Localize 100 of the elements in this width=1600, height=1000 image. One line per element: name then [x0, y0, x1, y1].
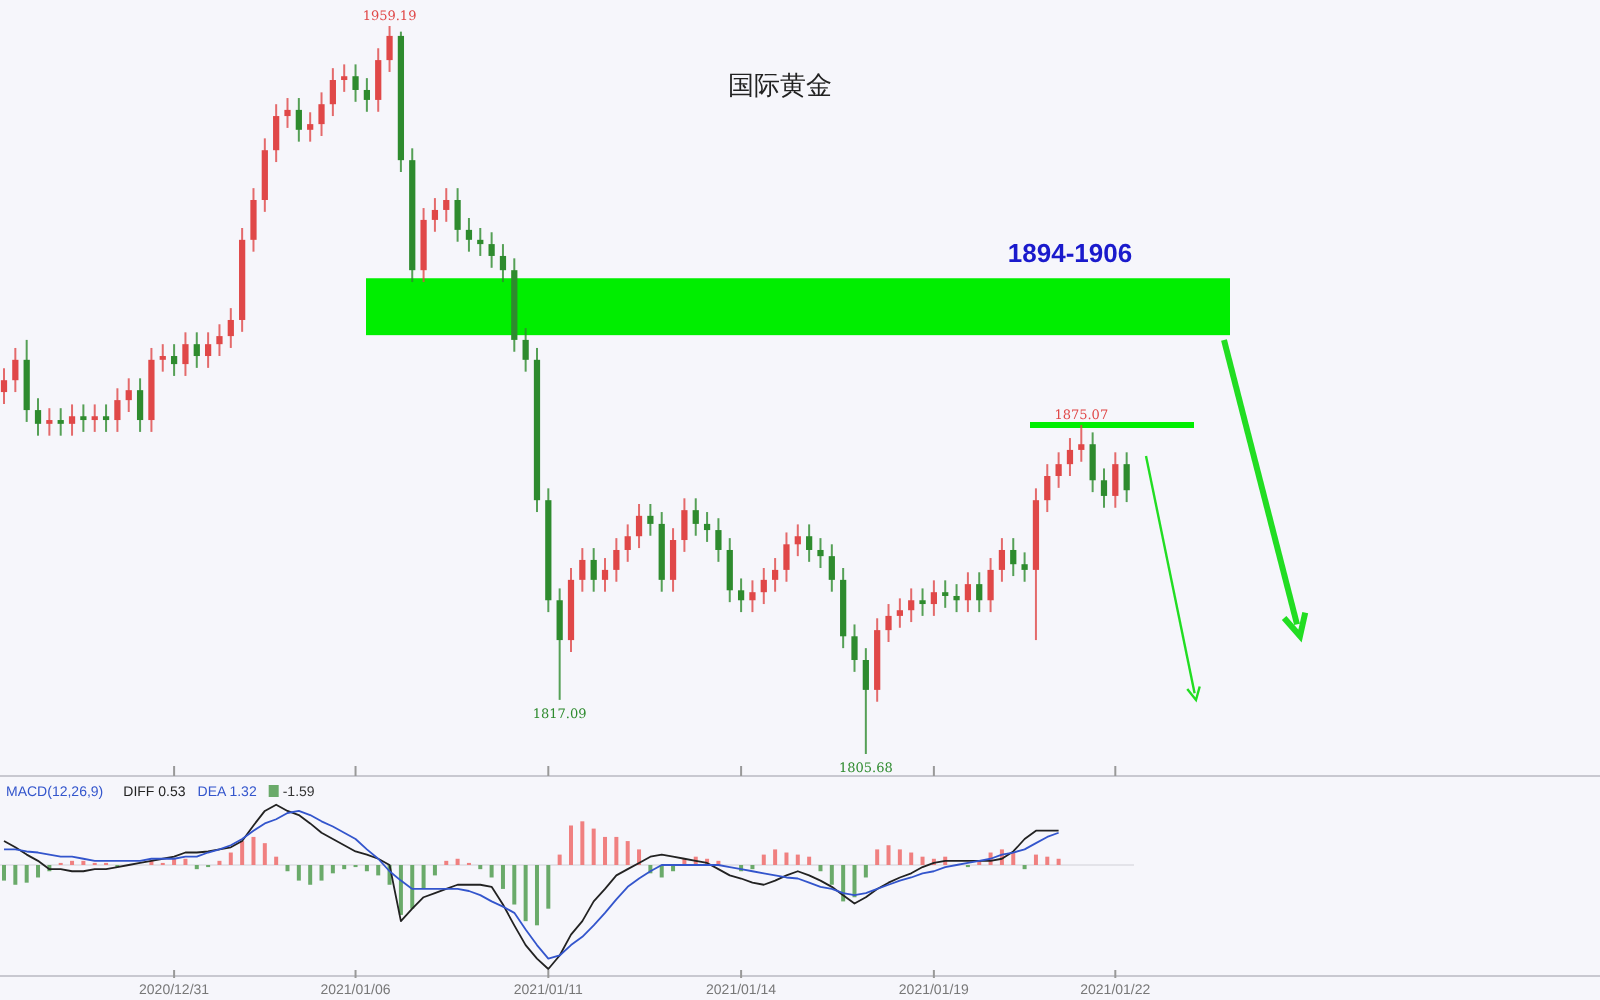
bar	[795, 854, 800, 865]
bar	[240, 841, 245, 865]
candlestick	[1066, 437, 1074, 477]
candlestick	[806, 523, 813, 563]
bar	[909, 852, 914, 865]
bar	[36, 865, 41, 878]
candlestick	[91, 403, 98, 433]
candlestick	[1100, 467, 1108, 509]
candlestick	[715, 517, 722, 563]
bar	[319, 865, 324, 881]
candlestick	[488, 231, 495, 269]
candlestick	[1112, 451, 1119, 509]
candlestick	[329, 67, 336, 118]
bar	[364, 865, 369, 872]
candlestick	[227, 307, 234, 349]
candlestick	[205, 331, 212, 369]
bar	[308, 865, 313, 885]
candlestick	[703, 511, 711, 543]
candlestick	[896, 597, 903, 629]
candlestick	[80, 403, 87, 433]
candlestick	[431, 197, 439, 233]
candlestick	[34, 397, 42, 437]
candlestick	[885, 603, 892, 643]
candlestick	[681, 497, 688, 553]
candlestick	[1078, 423, 1085, 463]
bar	[580, 821, 585, 865]
candlestick	[635, 502, 643, 550]
candlestick	[454, 187, 461, 243]
bar	[1033, 854, 1038, 865]
bar	[603, 836, 608, 865]
candlestick	[1010, 537, 1017, 578]
candlestick	[136, 377, 144, 433]
bar	[523, 865, 528, 922]
candlestick	[794, 523, 801, 558]
candlestick	[1055, 451, 1062, 489]
band-label: 1894-1906	[1007, 238, 1133, 269]
candlestick	[998, 537, 1006, 583]
candlestick	[193, 331, 200, 369]
candlestick	[12, 346, 19, 394]
bar	[829, 865, 834, 885]
bar	[863, 865, 868, 878]
bar	[852, 865, 857, 898]
bar	[591, 828, 596, 865]
candlestick	[363, 77, 370, 113]
candlestick	[295, 97, 302, 143]
candlestick	[443, 187, 450, 223]
bar	[262, 843, 267, 865]
candlestick	[692, 497, 699, 537]
bar	[24, 865, 29, 883]
candlestick	[159, 343, 166, 373]
candlestick	[601, 557, 609, 593]
bar	[421, 865, 426, 889]
candlestick	[102, 403, 110, 433]
candlestick	[46, 407, 53, 437]
candlestick	[216, 323, 223, 358]
bar	[2, 865, 6, 881]
bar	[183, 858, 188, 865]
candlestick	[499, 243, 507, 284]
candlestick	[579, 547, 586, 593]
candlestick	[590, 547, 597, 593]
bar	[285, 865, 290, 872]
bar	[818, 865, 823, 872]
candlestick	[862, 647, 869, 755]
candlestick	[284, 97, 291, 129]
candlestick	[386, 25, 393, 73]
bar	[489, 865, 494, 878]
bar	[534, 865, 539, 926]
bar	[274, 856, 279, 865]
bar	[455, 858, 460, 865]
candlestick	[1044, 463, 1051, 514]
candlestick	[669, 527, 677, 593]
bar	[512, 865, 517, 905]
bar	[228, 852, 233, 865]
candlestick	[783, 531, 790, 583]
candlestick	[613, 537, 620, 583]
candlestick	[182, 331, 189, 377]
bar	[920, 856, 925, 865]
bar	[569, 825, 573, 865]
candlestick	[341, 63, 348, 93]
bar	[398, 865, 403, 915]
candlestick	[57, 407, 64, 437]
candlestick	[749, 579, 756, 614]
bar	[296, 865, 301, 881]
bar	[251, 836, 256, 865]
candlestick	[942, 579, 949, 609]
bar	[614, 836, 619, 865]
candlestick	[1123, 451, 1130, 504]
candlestick	[624, 523, 631, 563]
candlestick	[647, 502, 654, 537]
bar	[376, 865, 381, 876]
candlestick	[976, 571, 983, 614]
candlestick	[930, 579, 937, 617]
candlestick	[318, 91, 325, 137]
candlestick	[760, 567, 767, 606]
candlestick	[465, 217, 473, 253]
candlestick	[114, 387, 121, 433]
bar	[897, 849, 902, 865]
candlestick	[737, 577, 745, 614]
candlestick	[273, 103, 280, 164]
candlestick	[828, 543, 835, 593]
